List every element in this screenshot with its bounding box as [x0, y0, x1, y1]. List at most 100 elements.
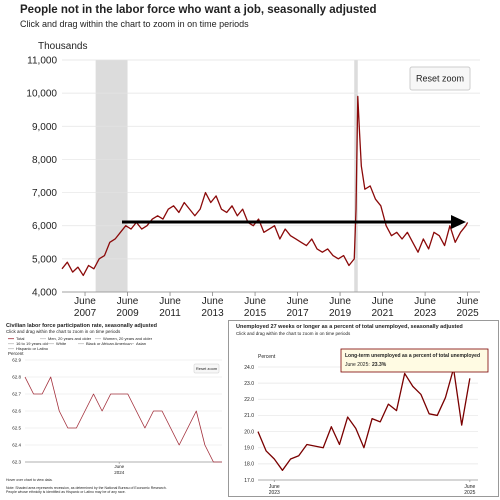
x-tick-label: June 2021 — [371, 296, 394, 319]
y-tick-label: 62.6 — [12, 409, 21, 414]
x-tick-label: June 2011 — [159, 296, 181, 319]
x-tick-label-line: June — [457, 296, 479, 307]
x-tick-label: June 2007 — [74, 296, 97, 319]
x-tick-label-line: 2007 — [74, 308, 97, 319]
chart-subtitle: Click and drag within the chart to zoom … — [6, 329, 121, 334]
x-tick-label: June 2025 — [464, 484, 475, 496]
tooltip-value: 23.3% — [372, 362, 387, 368]
reset-zoom-label[interactable]: Reset zoom — [196, 366, 218, 371]
y-tick-label: 11,000 — [27, 56, 57, 67]
x-tick-label-line: 2025 — [456, 308, 479, 319]
x-tick-label: June 2009 — [116, 296, 139, 319]
x-tick-label-line: 2023 — [414, 308, 437, 319]
y-axis-label: Percent — [8, 351, 24, 356]
x-tick-label: June 2025 — [456, 296, 479, 319]
x-tick-label-line: 2009 — [116, 308, 139, 319]
plot: 4,000 5,000 6,000 7,000 8,000 9,000 10,000 11,0… — [26, 56, 480, 319]
panel-frame — [228, 320, 499, 497]
y-tick-label: 62.9 — [12, 358, 21, 363]
y-tick-label: 23.0 — [244, 381, 254, 387]
chart-subtitle: Click and drag within the chart to zoom … — [236, 331, 351, 336]
reset-zoom-button[interactable] — [193, 363, 220, 374]
y-tick-label: 10,000 — [26, 89, 57, 100]
y-tick-label: 18.0 — [244, 462, 254, 468]
reset-zoom-button[interactable] — [409, 66, 471, 91]
chart-title: People not in the labor force who want a… — [20, 4, 377, 16]
x-tick-label-line: 2024 — [114, 470, 125, 475]
chart-subtitle: Click and drag within the chart to zoom … — [20, 19, 249, 29]
y-tick-label: 20.0 — [244, 429, 254, 435]
x-tick-label: June 2023 — [269, 484, 280, 496]
x-tick-label-line: 2013 — [201, 308, 224, 319]
x-tick-label: June 2019 — [329, 296, 352, 319]
data-line — [24, 376, 222, 463]
legend-label: 16 to 19 years old — [16, 341, 48, 346]
x-tick-label-line: 2017 — [286, 308, 309, 319]
legend-label: Asian — [136, 341, 146, 346]
legend-label: White — [56, 341, 67, 346]
data-line — [61, 95, 469, 277]
x-tick-label-line: June — [287, 296, 309, 307]
x-tick-label-line: June — [464, 484, 475, 490]
data-line — [257, 367, 471, 471]
x-tick-label-line: June — [372, 296, 394, 307]
x-tick-label-line: June — [329, 296, 351, 307]
legend-label: Men, 20 years and older — [48, 336, 92, 341]
y-tick-label: 17.0 — [244, 478, 254, 484]
y-tick-label: 62.3 — [12, 460, 21, 465]
y-tick-label: 24.0 — [244, 365, 254, 371]
x-tick-label-line: 2019 — [329, 308, 352, 319]
y-tick-label: 62.4 — [12, 443, 21, 448]
footnote: People whose ethnicity is identified as … — [6, 490, 126, 494]
legend-label: Total — [16, 336, 25, 341]
chart-title: Unemployed 27 weeks or longer as a perce… — [236, 324, 463, 330]
x-tick-label-line: June — [202, 296, 224, 307]
x-tick-label: June 2017 — [286, 296, 309, 319]
y-tick-label: 6,000 — [32, 221, 57, 232]
y-tick-label: 62.7 — [12, 392, 21, 397]
y-tick-label: 7,000 — [32, 188, 57, 199]
x-tick-label: June 2015 — [244, 296, 267, 319]
x-tick-label: June 2013 — [201, 296, 224, 319]
reset-zoom-label[interactable]: Reset zoom — [416, 74, 464, 84]
legend-label: Women, 20 years and older — [103, 336, 153, 341]
y-tick-label: 21.0 — [244, 413, 254, 419]
y-tick-label: 8,000 — [32, 155, 57, 166]
x-tick-label-line: 2021 — [371, 308, 394, 319]
plot: 62.3 62.4 62.5 62.6 62.7 62.8 62.9 June 2024 Tota… — [8, 336, 222, 475]
x-tick-label-line: June — [74, 296, 96, 307]
legend-label: Hispanic or Latino — [16, 346, 49, 351]
y-tick-label: 5,000 — [32, 254, 57, 265]
x-tick-label-line: 2015 — [244, 308, 267, 319]
tooltip-title: Long-term unemployed as a percent of tot… — [345, 353, 480, 359]
arrow-head — [451, 215, 466, 229]
x-tick-label-line: 2023 — [269, 490, 280, 496]
y-axis-label: Thousands — [38, 41, 87, 52]
footnote: Note: Shaded area represents recession, … — [6, 486, 167, 490]
tooltip-date: June 2025: — [345, 362, 370, 368]
y-tick-label: 9,000 — [32, 122, 57, 133]
x-tick-label-line: June — [414, 296, 436, 307]
y-tick-label: 22.0 — [244, 397, 254, 403]
y-tick-label: 19.0 — [244, 445, 254, 451]
x-tick-label-line: 2011 — [159, 308, 181, 319]
x-tick-label: June 2024 — [114, 464, 125, 475]
tooltip — [340, 348, 489, 373]
x-tick-label-line: June — [159, 296, 181, 307]
legend-label: Black or African American — [86, 341, 132, 346]
y-tick-label: 4,000 — [32, 288, 57, 299]
arrow-annotation — [122, 215, 466, 229]
x-tick-label-line: June — [244, 296, 266, 307]
recession-shading — [95, 60, 128, 292]
chart-title: Civilian labor force participation rate,… — [6, 323, 157, 329]
x-tick-label: June 2023 — [414, 296, 437, 319]
footnote: Hover over chart to view data. — [6, 478, 53, 482]
x-tick-label-line: June — [269, 484, 280, 490]
y-tick-label: 62.5 — [12, 426, 21, 431]
y-tick-label: 62.8 — [12, 375, 21, 380]
x-tick-label-line: June — [117, 296, 139, 307]
y-axis-label: Percent — [258, 354, 276, 360]
